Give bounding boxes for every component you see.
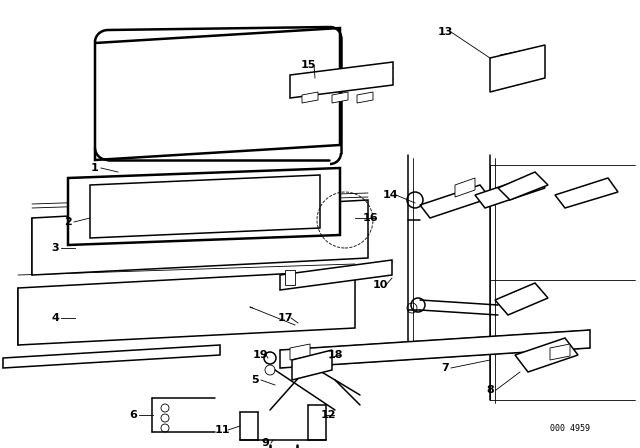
- Polygon shape: [555, 178, 618, 208]
- Text: 4: 4: [51, 313, 59, 323]
- Text: 16: 16: [362, 213, 378, 223]
- Text: 11: 11: [214, 425, 230, 435]
- Polygon shape: [357, 92, 373, 103]
- Text: 8: 8: [486, 385, 494, 395]
- Text: 12: 12: [320, 410, 336, 420]
- Text: 15: 15: [300, 60, 316, 70]
- Text: 6: 6: [129, 410, 137, 420]
- Polygon shape: [280, 260, 392, 290]
- Text: 5: 5: [251, 375, 259, 385]
- Text: 000 4959: 000 4959: [550, 423, 590, 432]
- Polygon shape: [290, 344, 310, 360]
- Polygon shape: [3, 345, 220, 368]
- Polygon shape: [332, 92, 348, 103]
- Text: 9: 9: [261, 438, 269, 448]
- Polygon shape: [292, 350, 332, 380]
- Polygon shape: [455, 178, 475, 197]
- Text: 7: 7: [441, 363, 449, 373]
- Text: 19: 19: [252, 350, 268, 360]
- Text: 18: 18: [327, 350, 343, 360]
- Polygon shape: [18, 270, 355, 345]
- Polygon shape: [420, 185, 490, 218]
- Polygon shape: [302, 92, 318, 103]
- Text: 17: 17: [277, 313, 292, 323]
- Text: 2: 2: [64, 217, 72, 227]
- Polygon shape: [32, 200, 368, 275]
- Polygon shape: [498, 172, 548, 200]
- Polygon shape: [280, 330, 590, 368]
- Text: 14: 14: [382, 190, 398, 200]
- Polygon shape: [285, 270, 295, 285]
- Text: 1: 1: [91, 163, 99, 173]
- Polygon shape: [90, 175, 320, 238]
- Polygon shape: [475, 175, 545, 208]
- Polygon shape: [490, 45, 545, 92]
- Text: 10: 10: [372, 280, 388, 290]
- Polygon shape: [515, 338, 578, 372]
- Text: 13: 13: [437, 27, 452, 37]
- Polygon shape: [95, 28, 340, 160]
- Polygon shape: [290, 62, 393, 98]
- Polygon shape: [550, 344, 570, 360]
- Text: 3: 3: [51, 243, 59, 253]
- Polygon shape: [68, 168, 340, 245]
- Polygon shape: [495, 283, 548, 315]
